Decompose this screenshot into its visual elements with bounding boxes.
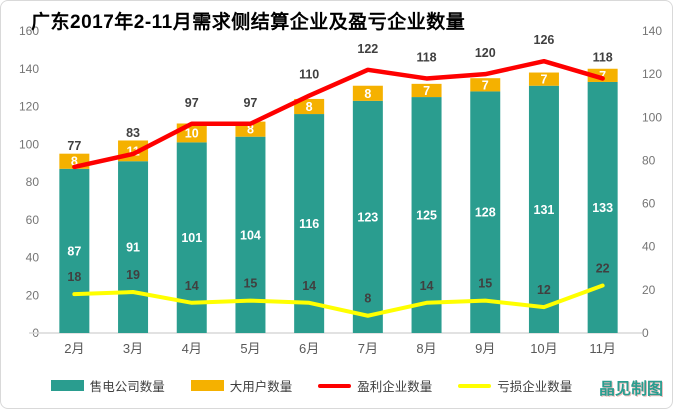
y-axis-left-tick: 40 — [26, 251, 40, 265]
bar-segment-sell-companies — [352, 100, 383, 334]
profit-value-label: 118 — [593, 50, 613, 64]
bar-segment-sell-companies — [294, 114, 325, 333]
legend-item-profit[interactable]: 盈利企业数量 — [318, 376, 432, 395]
bar-segment-sell-companies — [411, 97, 442, 333]
bar-value-large-users: 7 — [599, 69, 606, 83]
y-axis-right-tick: 120 — [642, 67, 662, 81]
loss-value-label: 14 — [185, 279, 199, 293]
bar-value-large-users: 7 — [423, 84, 430, 98]
bar-value-sell-companies: 87 — [67, 244, 81, 258]
loss-value-label: 14 — [420, 279, 434, 293]
profit-value-label: 77 — [67, 139, 81, 153]
x-axis-label: 11月 — [589, 341, 616, 356]
x-axis-label: 3月 — [123, 341, 143, 356]
loss-value-label: 15 — [478, 277, 492, 291]
legend-swatch-profit — [318, 383, 352, 388]
y-axis-right-tick: 80 — [642, 153, 656, 167]
loss-value-label: 19 — [126, 268, 140, 282]
legend-swatch-large-users — [190, 380, 224, 391]
loss-value-label: 12 — [537, 283, 551, 297]
y-axis-left-tick: 60 — [26, 213, 40, 227]
bar-segment-large-users — [294, 98, 325, 115]
profit-value-label: 110 — [299, 68, 319, 82]
bar-segment-large-users — [352, 85, 383, 101]
chart-title: 广东2017年2-11月需求侧结算企业及盈亏企业数量 — [31, 12, 466, 33]
y-axis-left-tick: 160 — [19, 24, 39, 38]
bar-value-large-users: 7 — [540, 73, 547, 87]
profit-value-label: 118 — [416, 50, 436, 64]
loss-value-label: 22 — [596, 262, 610, 276]
legend-item-sell-companies[interactable]: 售电公司数量 — [50, 376, 165, 395]
y-axis-left-tick: 20 — [26, 288, 40, 302]
bar-value-sell-companies: 131 — [534, 203, 555, 217]
bar-value-sell-companies: 125 — [416, 209, 437, 223]
bar-segment-large-users — [528, 72, 559, 86]
profit-value-label: 83 — [126, 126, 140, 140]
legend-label-large-users: 大用户数量 — [229, 380, 293, 394]
legend-label-loss: 亏损企业数量 — [497, 380, 573, 394]
x-axis-label: 2月 — [64, 341, 84, 356]
y-axis-right-tick: 140 — [642, 24, 662, 38]
y-axis-left-tick: 120 — [19, 100, 39, 114]
profit-value-label: 120 — [475, 46, 496, 60]
bar-value-sell-companies: 123 — [357, 210, 378, 224]
legend-label-sell-companies: 售电公司数量 — [89, 380, 165, 394]
bar-value-large-users: 8 — [306, 100, 313, 114]
bar-value-sell-companies: 116 — [299, 217, 319, 231]
y-axis-right-tick: 20 — [642, 283, 656, 297]
bar-value-large-users: 8 — [247, 123, 254, 137]
loss-value-label: 18 — [67, 270, 81, 284]
bar-value-sell-companies: 128 — [475, 206, 496, 220]
legend-item-large-users[interactable]: 大用户数量 — [190, 376, 293, 395]
y-axis-left-tick: 140 — [19, 62, 39, 76]
bar-value-large-users: 7 — [482, 78, 489, 92]
profit-value-label: 126 — [534, 33, 555, 47]
profit-value-label: 122 — [357, 42, 378, 56]
x-axis-label: 6月 — [299, 341, 319, 356]
bar-value-large-users: 10 — [185, 126, 199, 140]
y-axis-right-tick: 40 — [642, 240, 656, 254]
bar-value-large-users: 8 — [364, 87, 371, 101]
y-axis-right-tick: 0 — [642, 326, 649, 340]
profit-line — [72, 58, 605, 170]
legend-label-profit: 盈利企业数量 — [357, 380, 433, 394]
x-axis-label: 5月 — [240, 341, 260, 356]
watermark: 晶见制图 — [598, 381, 663, 398]
bar-segment-large-users — [411, 83, 442, 98]
y-axis-right-tick: 60 — [642, 197, 656, 211]
bar-value-sell-companies: 133 — [592, 201, 613, 215]
bar-segment-sell-companies — [59, 168, 90, 333]
bar-segment-sell-companies — [118, 161, 149, 333]
loss-value-label: 14 — [302, 279, 316, 293]
bar-value-sell-companies: 91 — [126, 241, 140, 255]
loss-value-label: 8 — [364, 292, 371, 306]
x-axis-label: 10月 — [530, 341, 557, 356]
bar-value-large-users: 8 — [71, 155, 78, 169]
profit-value-label: 97 — [243, 96, 257, 110]
x-axis-label: 4月 — [182, 341, 202, 356]
bar-segment-large-users — [470, 78, 501, 92]
x-axis-label: 8月 — [416, 341, 436, 356]
loss-line — [72, 283, 605, 318]
y-axis-left-tick: 80 — [26, 175, 40, 189]
y-axis-right-tick: 100 — [642, 110, 662, 124]
bar-segment-large-users — [587, 68, 618, 82]
legend-swatch-loss — [458, 383, 492, 388]
bar-segment-sell-companies — [528, 85, 559, 333]
loss-value-label: 15 — [243, 277, 257, 291]
profit-value-label: 97 — [185, 96, 199, 110]
x-axis-label: 7月 — [358, 341, 378, 356]
legend: 售电公司数量 大用户数量 盈利企业数量 亏损企业数量 — [41, 376, 582, 395]
x-axis-label: 9月 — [475, 341, 495, 356]
bar-value-sell-companies: 101 — [181, 231, 202, 245]
bar-value-sell-companies: 104 — [240, 228, 261, 242]
y-axis-left-tick: 100 — [19, 137, 39, 151]
legend-item-loss[interactable]: 亏损企业数量 — [458, 376, 572, 395]
legend-swatch-sell-companies — [50, 380, 84, 391]
bar-segment-sell-companies — [470, 91, 501, 334]
